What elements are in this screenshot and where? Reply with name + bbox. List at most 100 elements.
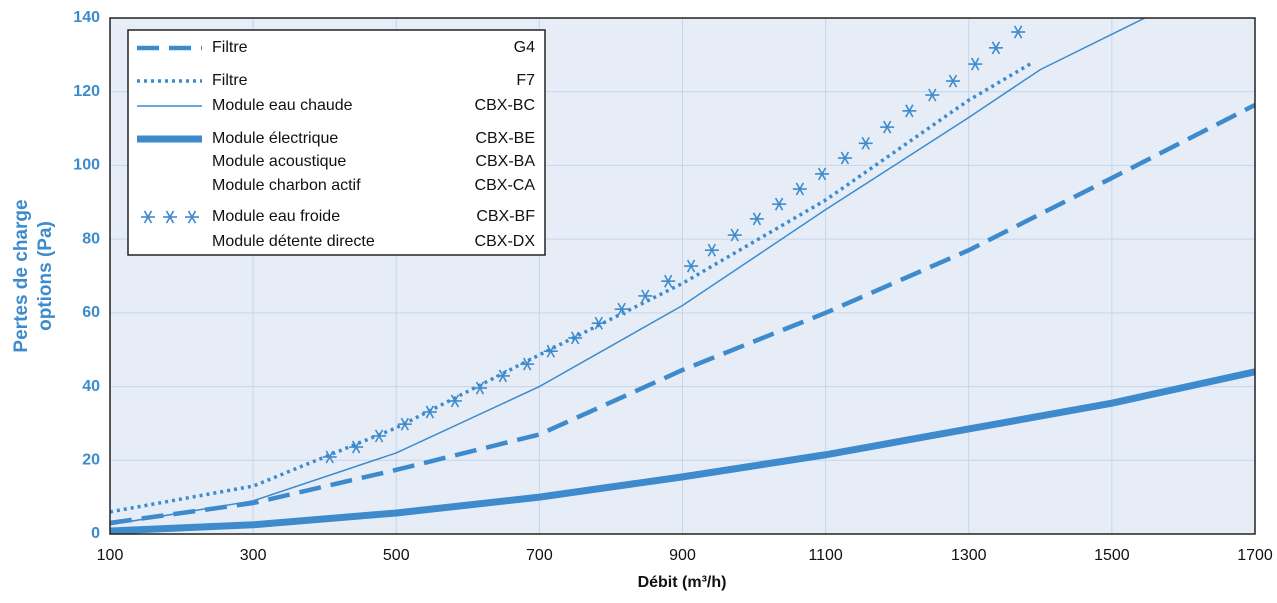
snowflake-marker (925, 88, 940, 102)
snowflake-marker (792, 182, 807, 196)
snowflake-arm (475, 381, 485, 395)
snowflake-marker (447, 394, 462, 408)
snowflake-marker (372, 429, 387, 443)
legend-code: F7 (516, 72, 535, 89)
snowflake-arm (523, 357, 532, 371)
snowflake-marker (185, 210, 199, 224)
snowflake-marker (543, 344, 558, 358)
snowflake-marker (727, 228, 742, 242)
snowflake-arm (991, 41, 1001, 55)
snowflake-arm (400, 417, 410, 431)
x-tick-label: 300 (240, 547, 267, 564)
snowflake-marker (988, 41, 1003, 55)
snowflake-arm (905, 104, 914, 118)
snowflake-arm (374, 429, 384, 443)
snowflake-marker (614, 302, 629, 316)
y-tick-label: 140 (73, 9, 100, 26)
snowflake-marker (472, 381, 487, 395)
y-tick-label: 40 (82, 378, 100, 395)
x-tick-label: 500 (383, 547, 410, 564)
snowflake-marker (968, 57, 983, 71)
snowflake-marker (397, 417, 412, 431)
legend-code: CBX-BC (475, 97, 535, 114)
snowflake-marker (858, 136, 873, 150)
y-tick-label: 60 (82, 304, 100, 321)
snowflake-marker (902, 104, 917, 118)
snowflake-arm (948, 74, 958, 88)
x-tick-label: 1700 (1237, 547, 1273, 564)
snowflake-marker (684, 259, 699, 273)
snowflake-arm (707, 243, 717, 257)
plot-frame (109, 17, 1256, 535)
legend-label: Module électrique (212, 130, 338, 147)
snowflake-arm (861, 136, 870, 150)
snowflake-marker (1011, 25, 1026, 39)
snowflake-arm (498, 369, 508, 383)
x-tick-label: 700 (526, 547, 553, 564)
snowflake-arm (1013, 25, 1023, 39)
snowflake-marker (704, 243, 719, 257)
snowflake-marker (422, 405, 437, 419)
snowflake-arm (663, 274, 673, 288)
legend-label: Filtre (212, 72, 248, 89)
snowflake-marker (638, 289, 653, 303)
snowflake-arm (143, 210, 153, 224)
legend-code: CBX-BA (475, 153, 535, 170)
snowflake-arm (351, 440, 361, 454)
y-tick-label: 120 (73, 83, 100, 100)
snowflake-arm (752, 212, 762, 226)
snowflake-arm (165, 210, 175, 224)
snowflake-marker (349, 440, 364, 454)
legend-code: CBX-DX (475, 233, 536, 250)
snowflake-arm (774, 197, 784, 211)
snowflake-arm (970, 57, 980, 71)
snowflake-arm (795, 182, 805, 196)
snowflake-marker (772, 197, 787, 211)
legend-code: CBX-BF (476, 208, 535, 225)
x-tick-label: 100 (97, 547, 124, 564)
y-tick-label: 20 (82, 452, 100, 469)
snowflake-arm (817, 167, 827, 181)
y-tick-label: 80 (82, 230, 100, 247)
legend-label: Filtre (212, 39, 248, 56)
snowflake-marker (749, 212, 764, 226)
snowflake-arm (546, 344, 556, 358)
snowflake-marker (163, 210, 177, 224)
snowflake-arm (882, 120, 892, 134)
legend-code: G4 (514, 39, 535, 56)
snowflake-marker (880, 120, 895, 134)
series-line (110, 102, 1255, 526)
legend-code: CBX-CA (475, 177, 536, 194)
legend-label: Module eau froide (212, 208, 340, 225)
y-axis-label: options (Pa) (35, 221, 56, 331)
snowflake-marker (322, 450, 337, 464)
snowflake-arm (425, 405, 435, 419)
snowflake-marker (591, 316, 606, 330)
x-tick-label: 1100 (808, 547, 843, 564)
snowflake-arm (840, 151, 850, 165)
snowflake-arm (570, 331, 580, 345)
snowflake-marker (495, 369, 510, 383)
snowflake-arm (617, 302, 626, 316)
snowflake-arm (325, 450, 334, 464)
x-axis-label: Débit (m³/h) (638, 574, 727, 591)
x-tick-label: 900 (669, 547, 696, 564)
snowflake-arm (594, 316, 603, 330)
snowflake-arm (641, 289, 650, 303)
snowflake-marker (520, 357, 535, 371)
series-line (110, 368, 1255, 534)
legend-label: Module détente directe (212, 233, 375, 250)
series-line (110, 60, 1035, 514)
snowflake-arm (928, 88, 937, 102)
snowflake-arm (686, 259, 696, 273)
snowflake-marker (141, 210, 155, 224)
legend-label: Module acoustique (212, 153, 346, 170)
snowflake-marker (661, 274, 676, 288)
snowflake-arm (450, 394, 460, 408)
series-line (110, 18, 1146, 526)
y-axis-label: Pertes de charge (11, 199, 32, 352)
x-tick-label: 1300 (951, 547, 987, 564)
y-tick-label: 0 (91, 525, 100, 542)
x-tick-label: 1500 (1094, 547, 1130, 564)
